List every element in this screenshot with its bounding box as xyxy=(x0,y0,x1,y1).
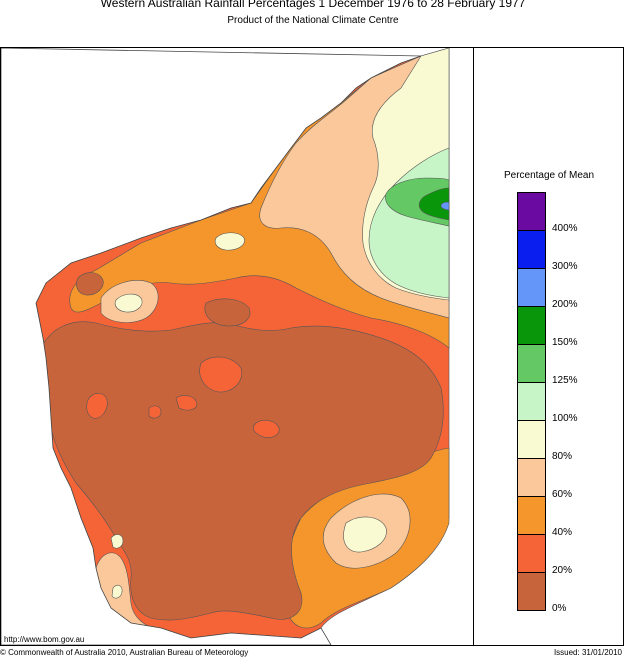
region-20-40-patch-d xyxy=(175,395,198,411)
region-0-20-pilbara xyxy=(204,298,251,327)
legend-tick-label: 0% xyxy=(552,603,567,614)
legend-swatch-8 xyxy=(518,496,545,534)
legend-swatch-3 xyxy=(518,306,545,344)
rainfall-map xyxy=(1,48,450,645)
legend-swatch-7 xyxy=(518,458,545,496)
region-0-20-north xyxy=(76,272,104,296)
copyright-text: © Commonwealth of Australia 2010, Austra… xyxy=(0,648,249,657)
region-20-40-patch-e xyxy=(252,419,280,438)
footer-url[interactable]: http://www.bom.gov.au xyxy=(4,635,85,644)
legend-swatch-10 xyxy=(518,572,545,610)
legend-tick-label: 200% xyxy=(552,299,578,310)
legend-swatch-9 xyxy=(518,534,545,572)
legend-tick-label: 125% xyxy=(552,375,578,386)
legend-colorbar xyxy=(517,192,546,611)
issued-date: Issued: 31/01/2010 xyxy=(553,648,622,657)
sea-nw xyxy=(1,48,422,645)
region-20-40-patch-c xyxy=(148,405,162,419)
map-frame xyxy=(0,47,624,646)
legend-swatch-0 xyxy=(518,193,545,230)
map-subtitle: Product of the National Climate Centre xyxy=(227,15,399,26)
region-200-300 xyxy=(440,201,450,211)
legend-tick-label: 80% xyxy=(552,451,573,462)
legend-tick-label: 60% xyxy=(552,489,573,500)
legend-divider xyxy=(473,47,474,646)
legend-tick-label: 100% xyxy=(552,413,578,424)
region-80-100-south xyxy=(343,516,387,553)
legend-tick-label: 300% xyxy=(552,261,578,272)
region-sw-coast-inner-b xyxy=(111,584,123,599)
legend-swatch-5 xyxy=(518,382,545,420)
legend-tick-label: 20% xyxy=(552,565,573,576)
legend-swatch-6 xyxy=(518,420,545,458)
legend-swatch-1 xyxy=(518,230,545,268)
map-title: Western Australian Rainfall Percentages … xyxy=(100,0,526,10)
region-80-100-west xyxy=(114,293,143,313)
legend-tick-label: 400% xyxy=(552,223,578,234)
region-20-40-patch-a xyxy=(199,356,243,393)
legend-swatch-4 xyxy=(518,344,545,382)
legend-title: Percentage of Mean xyxy=(503,170,595,181)
legend-tick-label: 40% xyxy=(552,527,573,538)
region-20-40-patch-b xyxy=(86,393,108,419)
legend-tick-label: 150% xyxy=(552,337,578,348)
region-sw-coast-inner xyxy=(110,534,124,549)
region-150-200 xyxy=(418,187,450,221)
legend-swatch-2 xyxy=(518,268,545,306)
region-80-100-north xyxy=(214,232,245,251)
